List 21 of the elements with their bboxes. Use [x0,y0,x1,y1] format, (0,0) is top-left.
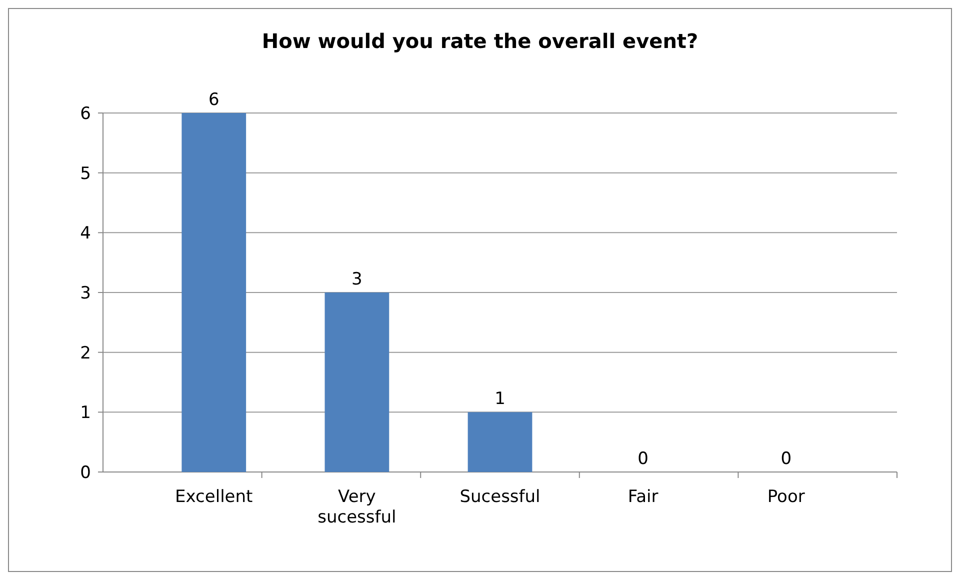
x-tick-label: Excellent [175,487,254,507]
y-tick-label: 1 [80,403,91,424]
x-tick-label: Sucessful [460,487,540,507]
y-tick-label: 5 [80,164,91,184]
data-label: 3 [352,270,362,290]
data-label: 0 [780,449,792,469]
data-label: 6 [208,90,220,110]
x-tick-label: Fair [628,487,658,507]
y-tick-label: 6 [80,104,91,124]
data-label: 1 [494,389,506,410]
x-tick-label: Very sucessful [318,487,396,528]
y-tick-label: 2 [80,343,91,364]
bar [324,292,390,472]
chart-title: How would you rate the overall event? [262,29,698,53]
y-tick-label: 0 [80,462,91,483]
bar [182,113,246,472]
y-tick-label: 3 [80,283,91,304]
y-tick-label: 4 [80,224,91,244]
x-tick-label: Poor [767,487,805,507]
data-label: 0 [638,449,648,469]
bar [468,412,532,472]
